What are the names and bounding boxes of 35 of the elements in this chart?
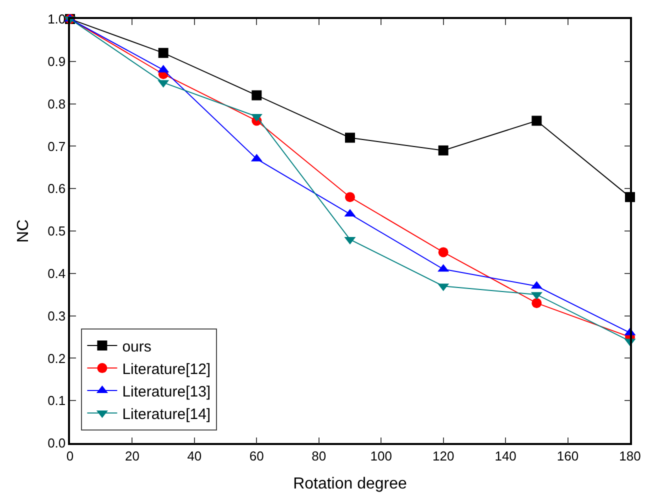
x-tick-label: 60 <box>249 448 264 464</box>
point <box>438 145 448 156</box>
y-tick-label: 0.1 <box>48 393 66 408</box>
x-tick-label: 120 <box>432 448 454 464</box>
legend-label: ours <box>122 338 152 356</box>
point <box>438 247 448 258</box>
legend-label: Literature[14] <box>122 406 211 423</box>
x-tick-label: 40 <box>187 448 202 464</box>
y-tick-label: 0.2 <box>48 350 66 366</box>
y-tick-label: 0.6 <box>48 181 66 196</box>
y-tick-label: 0.3 <box>48 308 66 324</box>
point <box>345 132 355 143</box>
y-tick-label: 0.0 <box>48 436 66 451</box>
y-tick-label: 0.9 <box>48 54 66 69</box>
point <box>345 192 355 202</box>
x-tick-label: 180 <box>619 448 641 464</box>
x-tick-label: 100 <box>370 448 392 464</box>
legend-label: Literature[12] <box>122 360 211 378</box>
y-tick-label: 0.4 <box>48 266 66 281</box>
y-tick-label: 1.0 <box>48 12 66 27</box>
y-tick-label: 0.5 <box>48 224 66 239</box>
y-tick-label: 0.8 <box>48 96 66 112</box>
legend-label: Literature[13] <box>122 383 211 400</box>
y-axis-title: NC <box>14 219 32 243</box>
point <box>532 298 542 308</box>
x-tick-label: 0 <box>66 448 74 464</box>
point <box>158 48 168 58</box>
y-tick-label: 0.7 <box>48 138 66 154</box>
x-axis-title: Rotation degree <box>293 476 408 493</box>
x-tick-label: 80 <box>312 448 326 464</box>
x-tick-label: 20 <box>124 448 140 464</box>
x-tick-label: 160 <box>556 448 579 464</box>
x-tick-label: 140 <box>494 448 516 464</box>
point <box>252 90 262 100</box>
point <box>532 116 542 126</box>
